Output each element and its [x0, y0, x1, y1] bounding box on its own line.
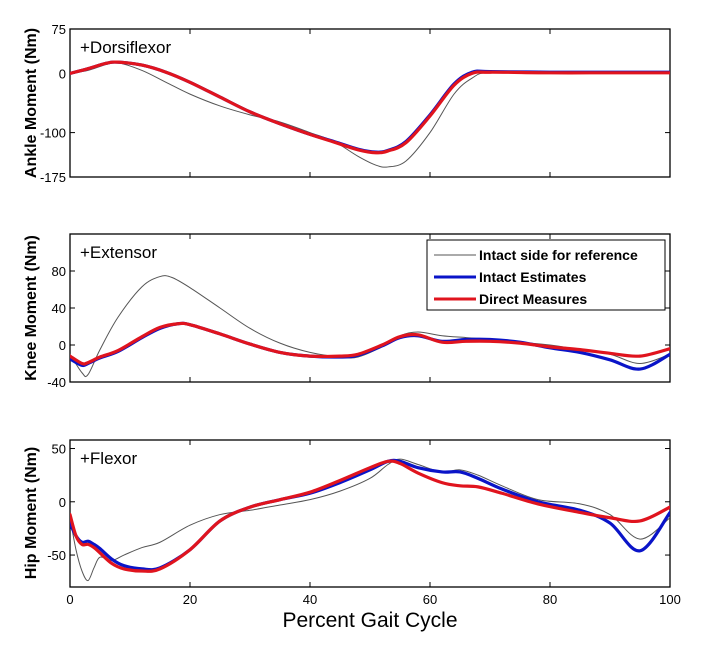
- legend-entry-label: Direct Measures: [479, 291, 587, 307]
- hip-series-intact-side-for-reference: [70, 458, 670, 582]
- knee-ytick-label: 40: [52, 301, 66, 316]
- x-axis-label: Percent Gait Cycle: [282, 609, 457, 632]
- hip-series-direct-measures: [70, 459, 670, 573]
- hip-ytick-label: 50: [52, 442, 66, 457]
- knee-y-axis-label: Knee Moment (Nm): [23, 235, 40, 381]
- ankle-ytick-label: -175: [40, 170, 66, 185]
- hip-ytick-label: -50: [47, 548, 66, 563]
- x-tick-label: 20: [183, 592, 197, 607]
- ankle-annotation: +Dorsiflexor: [80, 38, 172, 57]
- hip-annotation: +Flexor: [80, 449, 137, 468]
- panel-hip: 50 0 -50 0 20 40 60 80 100 +Flexor Hip Moment (Nm): [23, 439, 681, 607]
- legend-entry-label: Intact side for reference: [479, 247, 638, 263]
- x-tick-label: 60: [423, 592, 437, 607]
- legend-entry-label: Intact Estimates: [479, 269, 587, 285]
- hip-y-axis-label: Hip Moment (Nm): [23, 447, 40, 579]
- x-tick-label: 80: [543, 592, 557, 607]
- x-tick-label: 0: [66, 592, 73, 607]
- hip-ytick-label: 0: [59, 495, 66, 510]
- ankle-series-direct-measures: [70, 60, 670, 155]
- knee-ytick-label: -40: [47, 375, 66, 390]
- legend: Intact side for reference Intact Estimate…: [426, 239, 666, 311]
- ankle-y-axis-label: Ankle Moment (Nm): [23, 28, 40, 178]
- x-tick-label: 40: [303, 592, 317, 607]
- panel-ankle: 75 0 -100 -175 +Dorsiflexor Ankle Moment (Nm): [23, 22, 671, 185]
- knee-annotation: +Extensor: [80, 243, 157, 262]
- knee-ytick-label: 80: [52, 264, 66, 279]
- ankle-ytick-label: 75: [52, 22, 66, 37]
- ankle-ytick-label: -100: [40, 126, 66, 141]
- ankle-ytick-label: 0: [59, 66, 66, 81]
- knee-series-direct-measures: [70, 321, 670, 366]
- knee-ytick-label: 0: [59, 338, 66, 353]
- x-tick-label: 100: [659, 592, 681, 607]
